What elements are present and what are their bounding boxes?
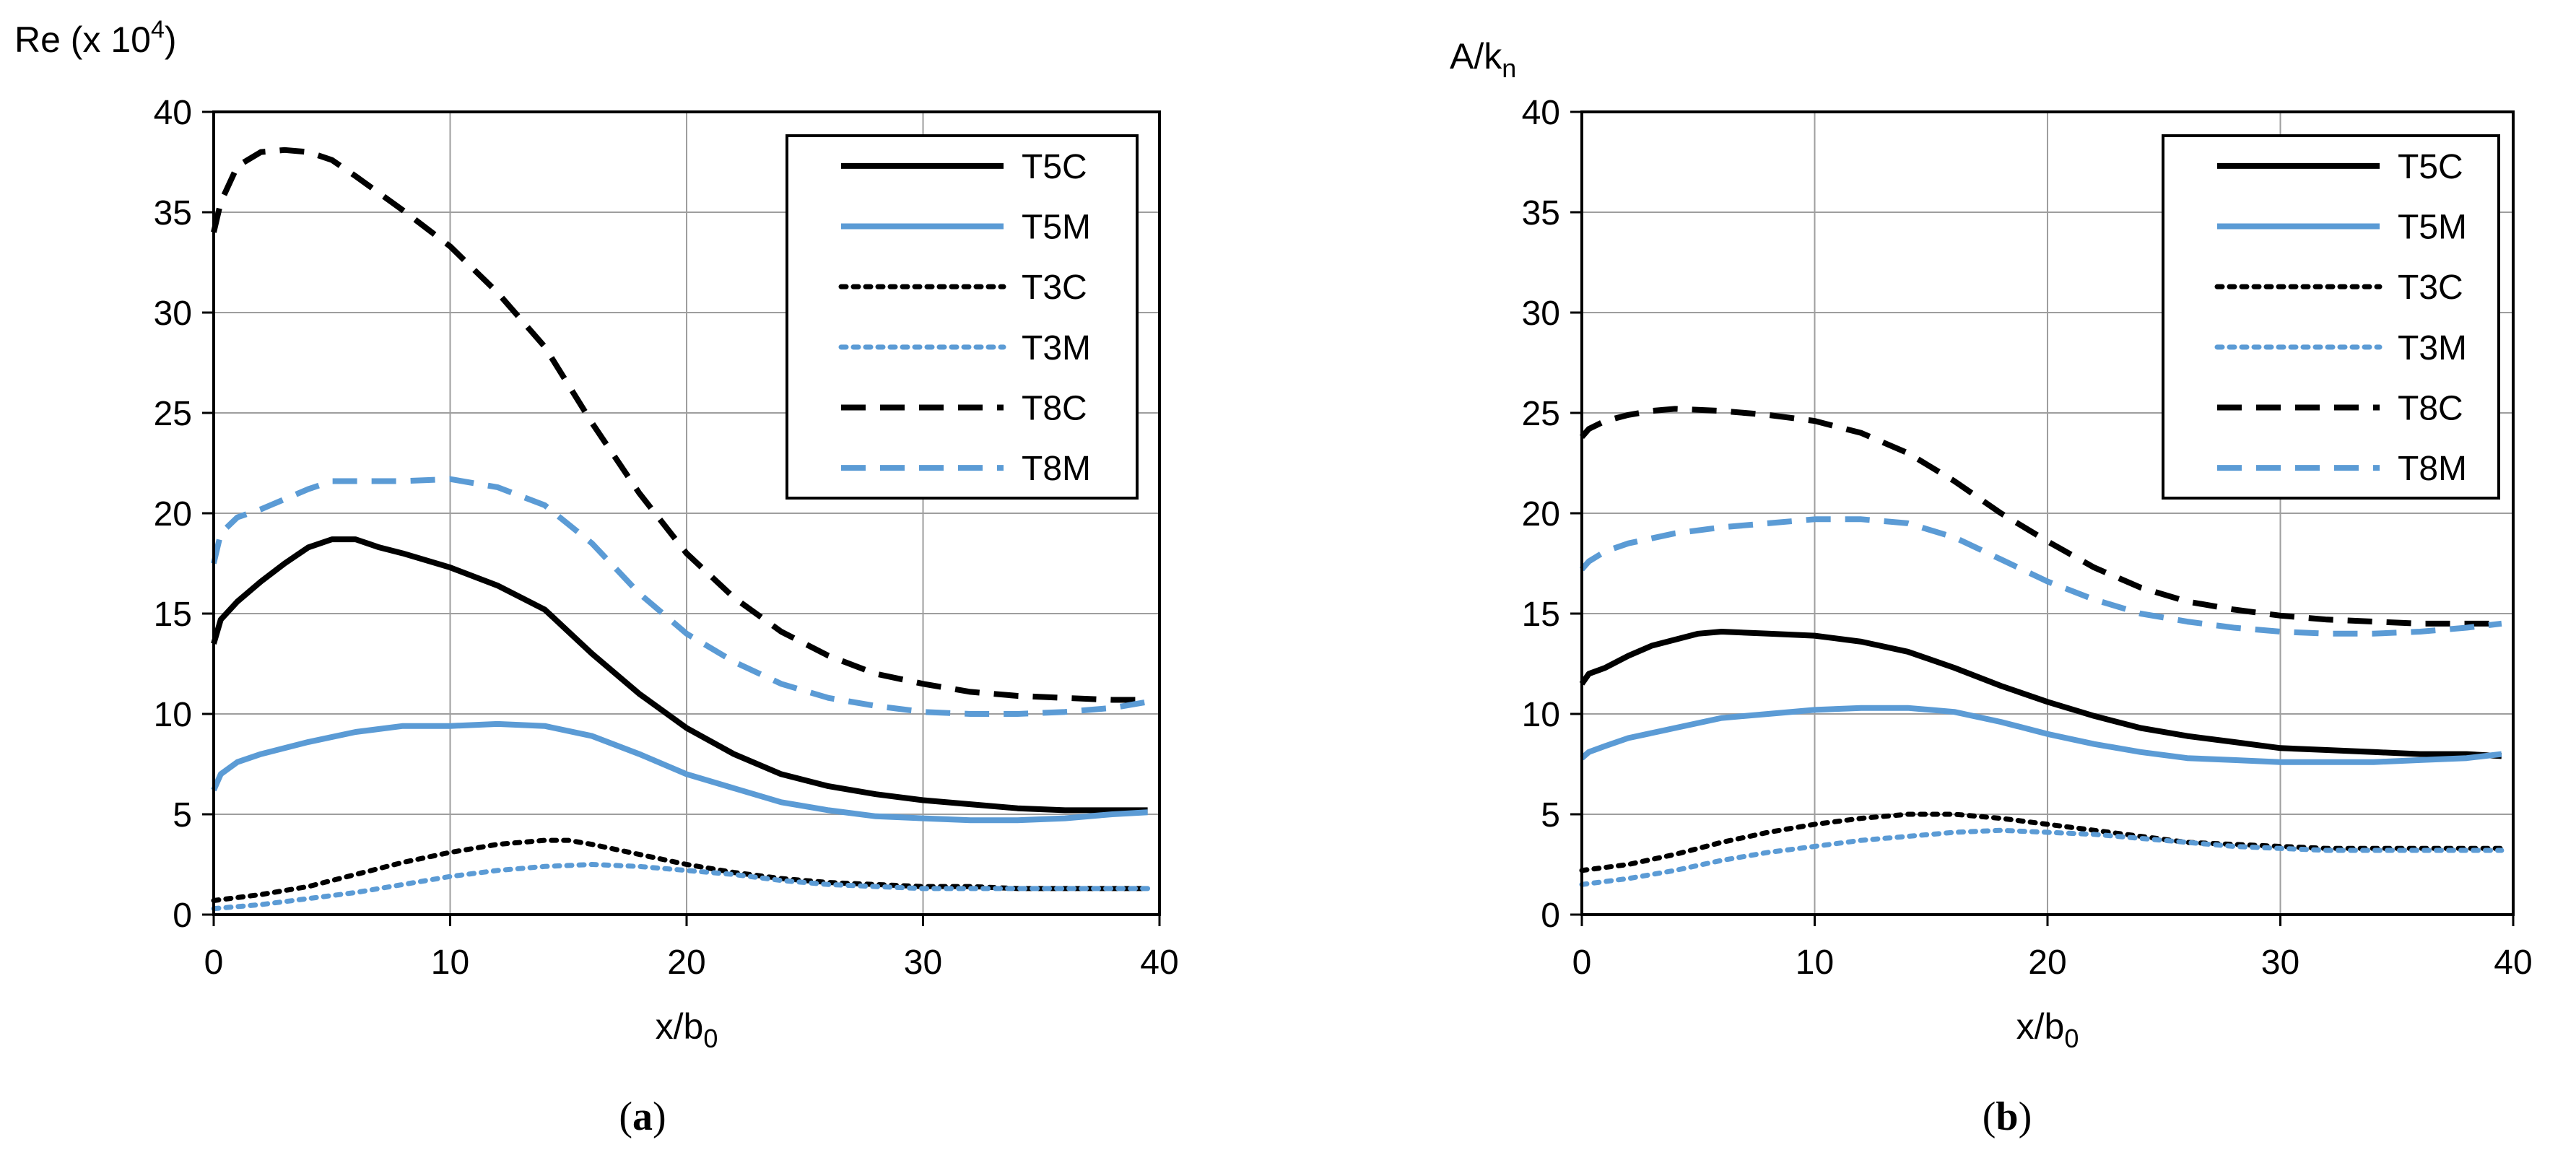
legend-label-t8m: T8M bbox=[2398, 450, 2467, 488]
y-tick-label: 30 bbox=[154, 295, 192, 333]
legend-label-t8c: T8C bbox=[1022, 390, 1087, 428]
legend-label-t3m: T3M bbox=[1022, 329, 1091, 367]
y-tick-label: 15 bbox=[154, 596, 192, 634]
series-line-t8m bbox=[1579, 516, 2502, 637]
panel-caption: (a) bbox=[619, 1094, 666, 1139]
legend-label-t5m: T5M bbox=[1022, 209, 1091, 247]
x-tick-label: 10 bbox=[1796, 943, 1834, 982]
x-tick-label: 30 bbox=[2261, 943, 2299, 982]
y-tick-label: 5 bbox=[173, 796, 192, 834]
legend-label-t8c: T8C bbox=[2398, 390, 2463, 428]
x-tick-label: 40 bbox=[1140, 943, 1178, 982]
series-line-t3m bbox=[1579, 827, 2505, 887]
y-tick-label: 20 bbox=[154, 495, 192, 533]
y-tick-label: 20 bbox=[1522, 495, 1560, 533]
legend-label-t3c: T3C bbox=[1022, 269, 1087, 307]
legend-label-t5c: T5C bbox=[1022, 148, 1087, 186]
y-tick-label: 35 bbox=[1522, 194, 1560, 232]
y-tick-label: 40 bbox=[1522, 94, 1560, 132]
plot-frame bbox=[212, 110, 1161, 916]
legend-label-t3c: T3C bbox=[2398, 269, 2463, 307]
panel-caption: (b) bbox=[1983, 1094, 2032, 1139]
y-tick-label: 30 bbox=[1522, 295, 1560, 333]
y-tick-label: 15 bbox=[1522, 596, 1560, 634]
y-tick-label: 40 bbox=[154, 94, 192, 132]
x-axis-label: x/b0 bbox=[2016, 1006, 2079, 1053]
x-tick-label: 20 bbox=[2028, 943, 2066, 982]
series-line-t5m bbox=[211, 720, 1148, 824]
series-line-t8m bbox=[211, 476, 1149, 717]
legend-label-t8m: T8M bbox=[1022, 450, 1091, 488]
y-tick-label: 10 bbox=[154, 696, 192, 734]
x-tick-label: 20 bbox=[667, 943, 705, 982]
series-line-t5c bbox=[211, 536, 1148, 814]
plot-frame bbox=[1580, 110, 2515, 916]
chart-panel-a: 0 5 10 15 20 25 30 35 40 0 10 20 30 40 T5C T5M T3C T3M T8C… bbox=[14, 16, 1179, 1139]
series-line-t5c bbox=[1579, 629, 2502, 759]
chart-panel-b: 0 5 10 15 20 25 30 35 40 0 10 20 30 40 T5C T5M T3C T3M T8C… bbox=[1450, 36, 2533, 1139]
x-tick-label: 0 bbox=[204, 943, 224, 982]
x-tick-label: 40 bbox=[2494, 943, 2532, 982]
y-tick-label: 0 bbox=[173, 897, 192, 935]
x-axis-label: x/b0 bbox=[656, 1006, 718, 1053]
y-tick-label: 10 bbox=[1522, 696, 1560, 734]
y-tick-label: 35 bbox=[154, 194, 192, 232]
series-line-t3m bbox=[211, 862, 1151, 912]
x-tick-label: 0 bbox=[1572, 943, 1592, 982]
y-tick-label: 0 bbox=[1541, 897, 1560, 935]
series-line-t5m bbox=[1580, 705, 2502, 765]
legend-label-t5c: T5C bbox=[2398, 148, 2463, 186]
legend-box bbox=[786, 134, 1139, 500]
y-axis-label: Re (x 104) bbox=[14, 16, 177, 60]
y-tick-label: 5 bbox=[1541, 796, 1560, 834]
y-axis-label: A/kn bbox=[1450, 36, 1516, 83]
x-tick-label: 10 bbox=[431, 943, 469, 982]
x-tick-label: 30 bbox=[904, 943, 942, 982]
legend-label-t5m: T5M bbox=[2398, 209, 2467, 247]
series-line-t3c bbox=[1579, 811, 2505, 873]
y-tick-label: 25 bbox=[154, 395, 192, 433]
legend-box bbox=[2162, 134, 2500, 500]
series-line-t8c bbox=[211, 147, 1148, 703]
y-tick-label: 25 bbox=[1522, 395, 1560, 433]
legend-label-t3m: T3M bbox=[2398, 329, 2467, 367]
